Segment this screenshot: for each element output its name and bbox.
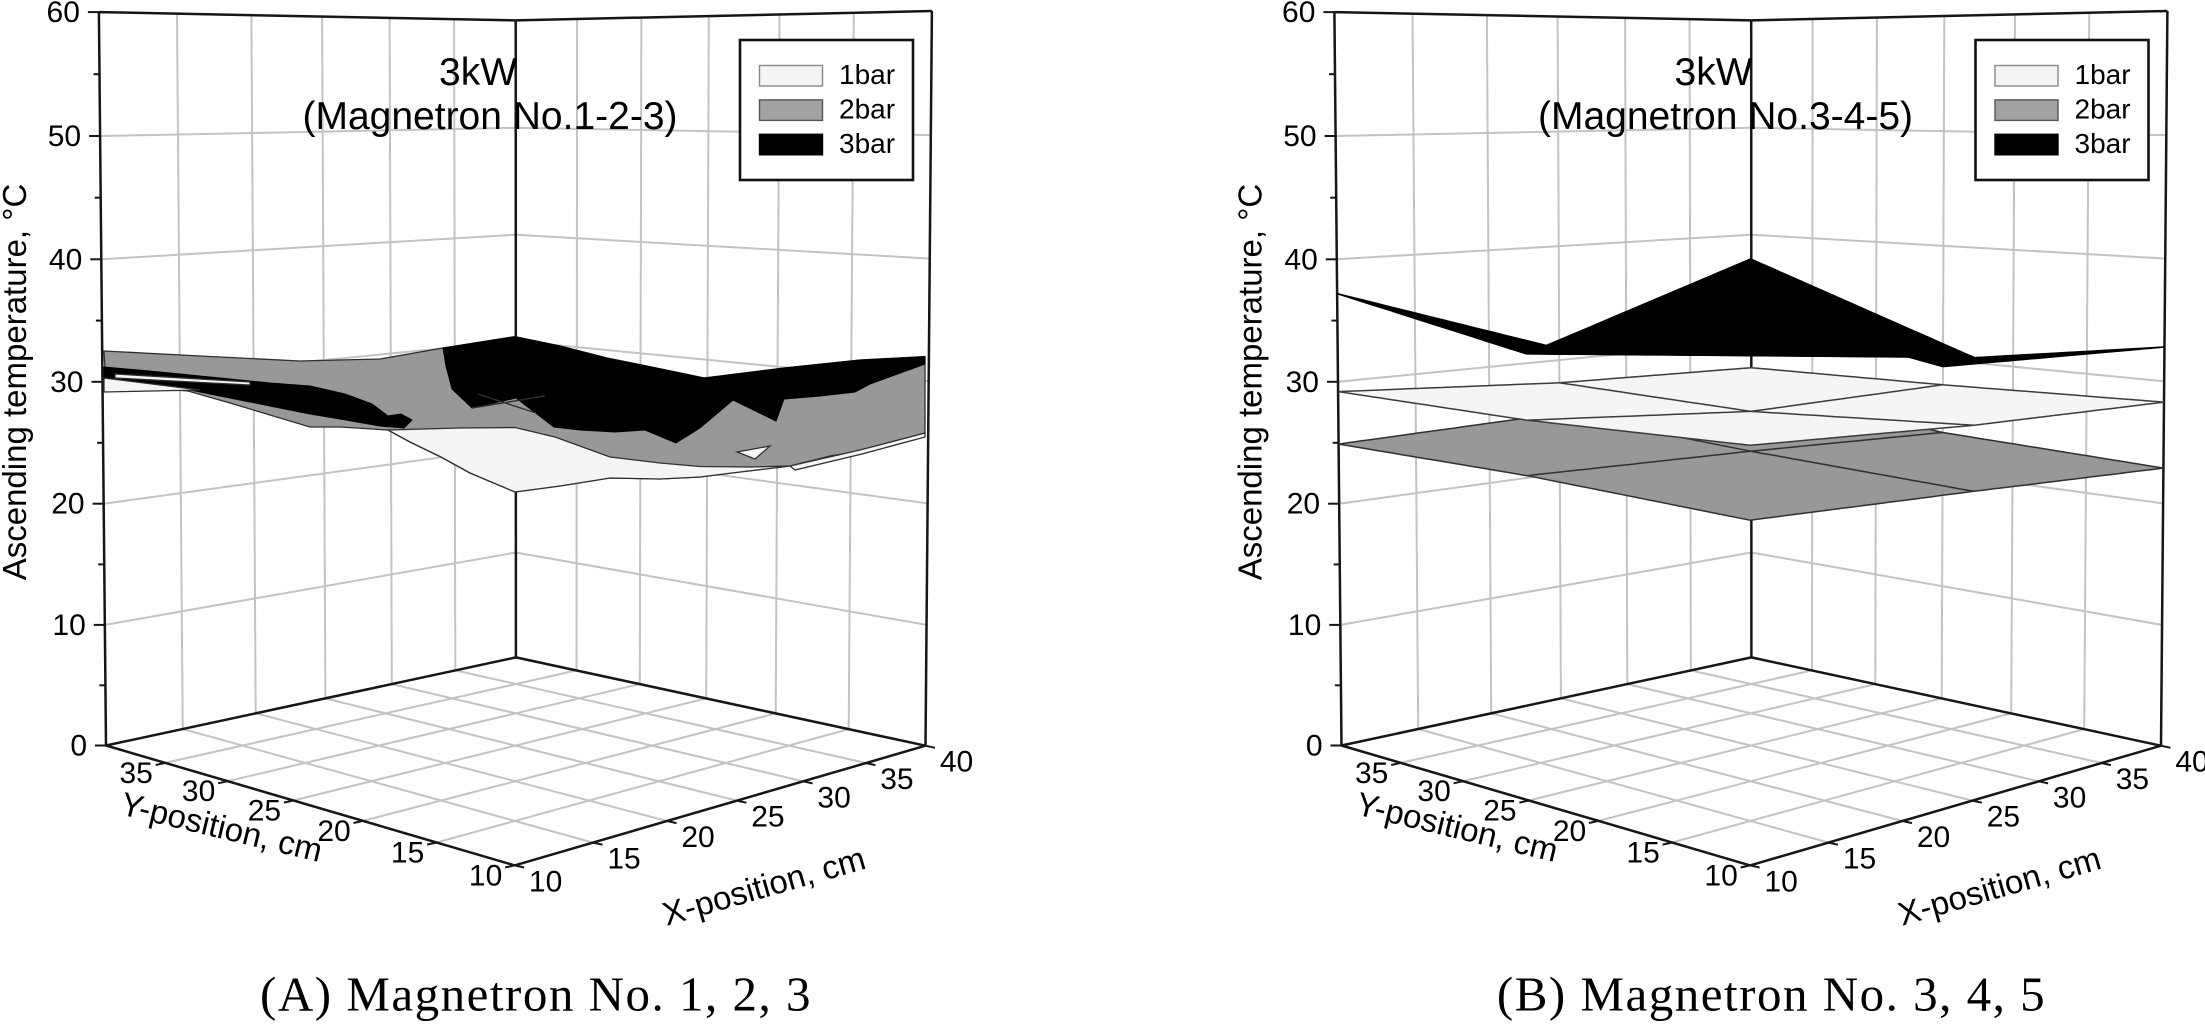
svg-text:10: 10 <box>1704 859 1737 892</box>
svg-text:10: 10 <box>1764 865 1797 898</box>
svg-text:35: 35 <box>880 763 913 796</box>
svg-text:40: 40 <box>2175 746 2205 779</box>
svg-text:30: 30 <box>1417 775 1450 808</box>
svg-text:60: 60 <box>47 0 80 29</box>
svg-text:25: 25 <box>1987 801 2020 834</box>
svg-text:3bar: 3bar <box>839 128 895 159</box>
svg-text:10: 10 <box>52 609 85 642</box>
svg-text:15: 15 <box>1626 837 1659 870</box>
svg-text:40: 40 <box>49 243 82 276</box>
svg-text:15: 15 <box>607 843 640 876</box>
svg-text:25: 25 <box>751 801 784 834</box>
svg-text:0: 0 <box>70 730 87 763</box>
svg-text:20: 20 <box>1287 488 1320 521</box>
svg-text:10: 10 <box>529 865 562 898</box>
svg-text:15: 15 <box>391 837 424 870</box>
svg-text:(Magnetron No.3-4-5): (Magnetron No.3-4-5) <box>1538 95 1913 138</box>
svg-text:Ascending temperature, °C: Ascending temperature, °C <box>1232 184 1269 581</box>
svg-text:25: 25 <box>1483 795 1516 828</box>
svg-text:(A) Magnetron No. 1, 2, 3: (A) Magnetron No. 1, 2, 3 <box>260 967 812 1022</box>
svg-text:10: 10 <box>469 859 502 892</box>
svg-text:30: 30 <box>182 775 215 808</box>
svg-text:35: 35 <box>2116 763 2149 796</box>
svg-text:20: 20 <box>1553 815 1586 848</box>
svg-text:(B) Magnetron No. 3, 4, 5: (B) Magnetron No. 3, 4, 5 <box>1497 967 2046 1022</box>
svg-text:15: 15 <box>1843 843 1876 876</box>
svg-text:60: 60 <box>1282 0 1315 29</box>
svg-text:20: 20 <box>51 488 84 521</box>
svg-text:30: 30 <box>2053 781 2086 814</box>
svg-text:(Magnetron No.1-2-3): (Magnetron No.1-2-3) <box>303 95 678 138</box>
svg-text:3kW: 3kW <box>439 51 517 94</box>
svg-text:20: 20 <box>681 821 714 854</box>
svg-text:2bar: 2bar <box>839 93 895 124</box>
svg-text:35: 35 <box>120 757 153 790</box>
svg-text:20: 20 <box>1917 821 1950 854</box>
svg-text:3bar: 3bar <box>2075 128 2131 159</box>
svg-text:20: 20 <box>317 815 350 848</box>
svg-text:50: 50 <box>48 120 81 153</box>
svg-text:40: 40 <box>940 746 973 779</box>
svg-text:1bar: 1bar <box>839 59 895 90</box>
svg-text:40: 40 <box>1284 243 1317 276</box>
svg-text:30: 30 <box>817 781 850 814</box>
svg-text:0: 0 <box>1306 730 1323 763</box>
svg-text:30: 30 <box>1286 366 1319 399</box>
svg-text:35: 35 <box>1355 757 1388 790</box>
svg-text:25: 25 <box>248 795 281 828</box>
svg-text:2bar: 2bar <box>2075 93 2131 124</box>
svg-text:1bar: 1bar <box>2075 59 2131 90</box>
svg-text:Ascending temperature, °C: Ascending temperature, °C <box>0 184 33 581</box>
svg-text:50: 50 <box>1283 120 1316 153</box>
svg-text:10: 10 <box>1288 609 1321 642</box>
svg-text:3kW: 3kW <box>1675 51 1753 94</box>
svg-text:30: 30 <box>50 366 83 399</box>
